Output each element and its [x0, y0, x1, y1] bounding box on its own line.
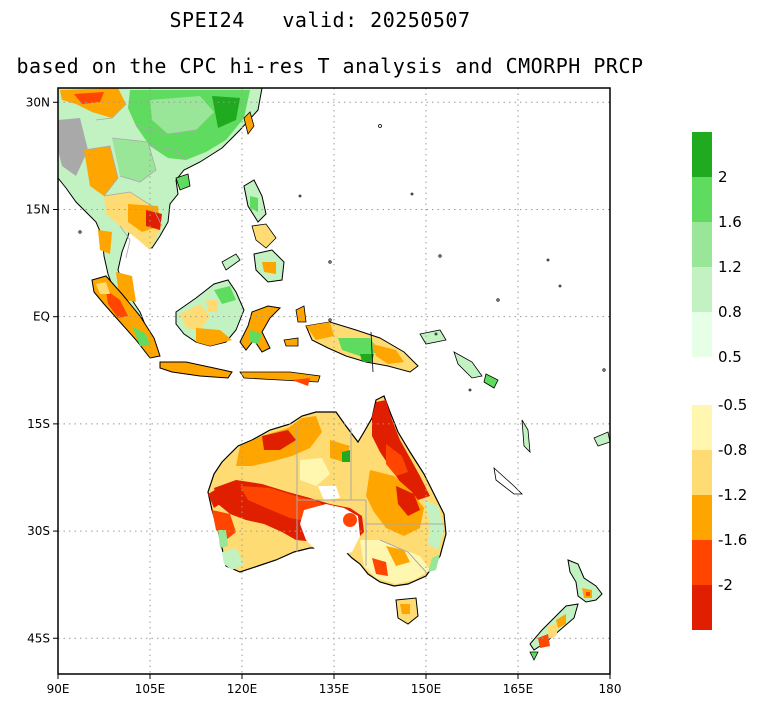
lat-tick-label: 30S	[27, 524, 50, 538]
map-title: SPEI24 valid: 20250507	[169, 8, 471, 32]
sumatra-island	[91, 275, 161, 359]
colorbar-swatch	[692, 405, 712, 450]
colorbar-swatch	[692, 540, 712, 585]
asia-mainland	[58, 88, 263, 323]
lon-tick-label: 90E	[47, 682, 70, 696]
lat-tick-label: EQ	[33, 310, 50, 324]
lon-tick-label: 135E	[319, 682, 350, 696]
seram-island	[283, 337, 299, 347]
halmahera-island	[295, 305, 307, 323]
new-caledonia-island	[493, 466, 523, 495]
hainan-island	[175, 173, 191, 191]
lon-tick-label: 165E	[503, 682, 534, 696]
lat-tick-label: 30N	[26, 95, 50, 109]
colorbar-swatch	[692, 222, 712, 267]
colorbar-wet: 0.5 0.8 1.2 1.6 2	[692, 132, 742, 366]
map-axes: 90E 105E 120E 135E 150E 165E 180 30N 15N EQ 15S 30S…	[26, 95, 622, 696]
colorbar-label: 1.6	[718, 213, 742, 231]
borneo-island	[175, 279, 245, 347]
colorbar-label: -0.8	[718, 441, 747, 459]
colorbar-swatch	[692, 177, 712, 222]
java-island	[159, 361, 321, 386]
colorbar-label: 2	[718, 168, 728, 186]
colorbar-label: -1.2	[718, 486, 747, 504]
small-islands	[78, 124, 606, 392]
fiji-islands	[593, 431, 610, 447]
philippines-islands	[221, 179, 285, 283]
colorbar-label: 1.2	[718, 258, 742, 276]
lat-tick-label: 15N	[26, 202, 50, 216]
lon-tick-label: 105E	[135, 682, 166, 696]
taiwan-island	[243, 111, 255, 135]
colorbar-label: -2	[718, 576, 733, 594]
lon-tick-label: 120E	[227, 682, 258, 696]
colorbar-swatch	[692, 132, 712, 177]
colorbar-swatch	[692, 585, 712, 630]
colorbar-swatch	[692, 495, 712, 540]
map-plot-area	[58, 88, 610, 674]
australia-continent	[207, 395, 447, 587]
lat-tick-label: 45S	[27, 631, 50, 645]
new-britain-island	[419, 329, 447, 345]
sulawesi-island	[239, 305, 282, 353]
lat-tick-label: 15S	[27, 417, 50, 431]
colorbar-label: -0.5	[718, 396, 747, 414]
tasmania-island	[395, 597, 419, 625]
colorbar-dry: -0.5 -0.8 -1.2 -1.6 -2	[692, 396, 747, 630]
solomon-islands	[453, 351, 483, 379]
map-subtitle: based on the CPC hi-res T analysis and C…	[16, 54, 644, 78]
lon-tick-label: 180	[599, 682, 622, 696]
colorbar-swatch	[692, 312, 712, 357]
solomon-east-island	[483, 373, 499, 389]
vanuatu-islands	[521, 419, 531, 454]
colorbar-label: -1.6	[718, 531, 747, 549]
lon-tick-label: 150E	[411, 682, 442, 696]
new-guinea-island	[305, 321, 419, 373]
colorbar-label: 0.5	[718, 348, 742, 366]
map-grid	[58, 88, 610, 674]
colorbar-label: 0.8	[718, 303, 742, 321]
colorbar-swatch	[692, 450, 712, 495]
colorbar-swatch	[692, 267, 712, 312]
